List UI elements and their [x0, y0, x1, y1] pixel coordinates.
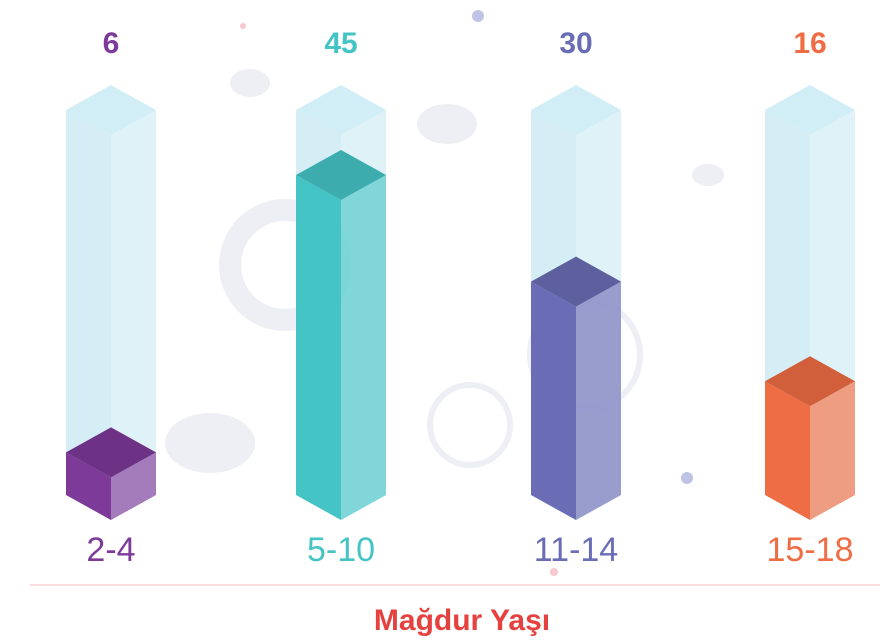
x-tick-label: 11-14 [534, 531, 618, 569]
value-label: 45 [324, 27, 357, 60]
bar [531, 257, 621, 520]
background-decoration [165, 10, 724, 576]
x-tick-label: 5-10 [307, 531, 375, 569]
bar-highlight [341, 175, 386, 520]
value-label: 16 [793, 27, 826, 60]
value-label: 6 [103, 27, 120, 60]
x-tick-label: 15-18 [767, 531, 854, 569]
bar [765, 356, 855, 520]
bar-highlight [576, 282, 621, 520]
bar [296, 150, 386, 520]
bar-left [296, 175, 341, 520]
value-label: 30 [559, 27, 592, 60]
x-tick-label: 2-4 [86, 531, 135, 569]
chart: Mağdur Yaşı 6 2-4 45 5-10 30 11-14 16 15-18 [0, 0, 880, 643]
x-axis-title: Mağdur Yaşı [374, 604, 550, 637]
bar-left [531, 282, 576, 520]
